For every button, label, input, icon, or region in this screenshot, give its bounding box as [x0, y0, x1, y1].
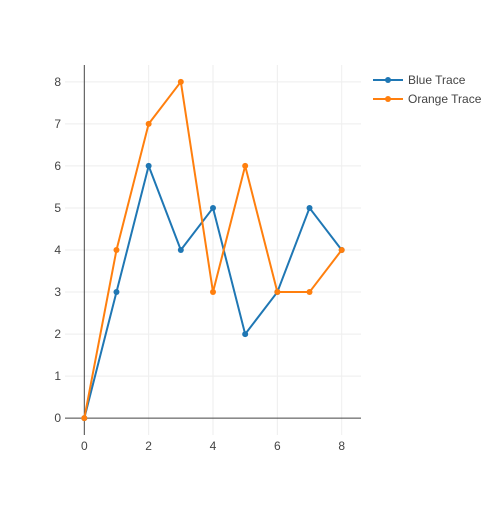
data-point[interactable] [113, 247, 120, 253]
legend[interactable]: Blue Trace Orange Trace [373, 73, 482, 106]
data-point[interactable] [145, 162, 152, 169]
tick-labels: 0 1 2 3 4 5 6 7 8 0 2 4 6 8 [54, 75, 345, 453]
legend-swatch-marker [385, 96, 391, 102]
x-tick-label: 8 [338, 439, 345, 453]
y-tick-label: 0 [54, 411, 61, 425]
axes [65, 65, 361, 435]
data-point[interactable] [274, 289, 281, 296]
data-point[interactable] [306, 289, 313, 296]
series-layer [81, 78, 345, 422]
y-tick-label: 8 [54, 75, 61, 89]
data-point[interactable] [242, 162, 249, 169]
data-point[interactable] [81, 415, 88, 422]
legend-swatch-marker [385, 77, 391, 83]
data-point[interactable] [306, 204, 313, 211]
data-point[interactable] [145, 120, 152, 127]
x-tick-label: 2 [145, 439, 152, 453]
y-tick-label: 1 [54, 369, 61, 383]
y-tick-label: 2 [54, 327, 61, 341]
data-point[interactable] [338, 247, 345, 253]
legend-label: Blue Trace [408, 73, 466, 87]
series-orange-trace [81, 78, 345, 422]
x-tick-label: 0 [81, 439, 88, 453]
data-point[interactable] [210, 289, 216, 296]
data-point[interactable] [113, 289, 120, 296]
y-tick-label: 3 [54, 285, 61, 299]
legend-item[interactable]: Blue Trace [373, 73, 466, 87]
data-point[interactable] [177, 78, 184, 85]
data-point[interactable] [210, 204, 216, 211]
x-tick-label: 4 [210, 439, 217, 453]
x-tick-label: 6 [274, 439, 281, 453]
data-point[interactable] [177, 247, 184, 253]
y-tick-label: 7 [54, 117, 61, 131]
y-tick-label: 4 [54, 243, 61, 257]
y-tick-label: 6 [54, 159, 61, 173]
legend-item[interactable]: Orange Trace [373, 92, 482, 106]
legend-label: Orange Trace [408, 92, 482, 106]
data-point[interactable] [242, 331, 249, 338]
y-tick-label: 5 [54, 201, 61, 215]
